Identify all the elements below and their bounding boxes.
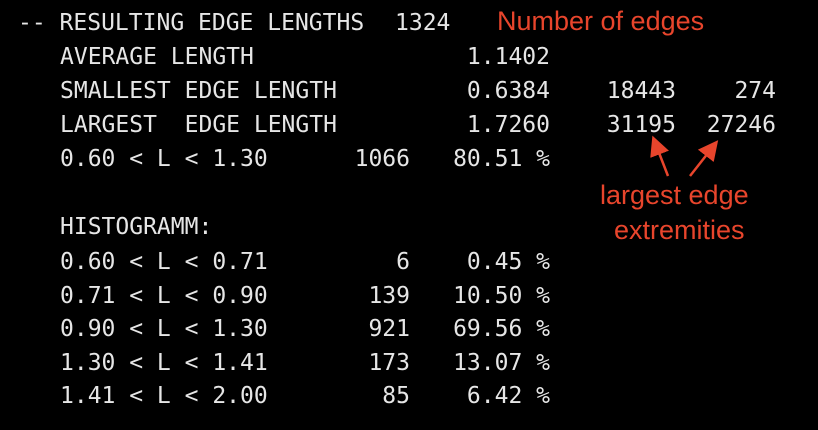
histogram-bin-percent: 13.07 % <box>453 350 550 376</box>
smallest-edge-node-b: 274 <box>734 78 776 104</box>
average-length-value: 1.1402 <box>466 44 550 70</box>
histogram-bin-label: 0.71 < L < 0.90 <box>60 283 268 309</box>
largest-edge-node-b: 27246 <box>706 112 776 138</box>
histogram-bin-percent: 10.50 % <box>453 283 550 309</box>
smallest-edge-node-a: 18443 <box>606 78 676 104</box>
edge-count: 1324 <box>395 10 451 36</box>
histogram-bin-count: 6 <box>396 249 410 275</box>
range-percent: 80.51 % <box>453 146 550 172</box>
largest-edge-node-a: 31195 <box>606 112 676 138</box>
histogram-bin-count: 85 <box>382 383 410 409</box>
smallest-edge-value: 0.6384 <box>466 78 550 104</box>
histogram-bin-label: 0.90 < L < 1.30 <box>60 316 268 342</box>
smallest-edge-label: SMALLEST EDGE LENGTH <box>60 78 337 104</box>
header-prefix: -- RESULTING EDGE LENGTHS <box>18 10 365 36</box>
extremities-annotation-line1: largest edge <box>600 180 749 210</box>
histogram-bin-count: 139 <box>368 283 410 309</box>
histogram-bin-percent: 69.56 % <box>453 316 550 342</box>
range-count: 1066 <box>354 146 410 172</box>
histogram-bin-percent: 0.45 % <box>466 249 550 275</box>
histogram-bin-percent: 6.42 % <box>466 383 550 409</box>
number-of-edges-annotation: Number of edges <box>497 6 705 36</box>
histogram-title: HISTOGRAMM: <box>60 214 213 240</box>
extremities-annotation-line2: extremities <box>614 215 745 245</box>
histogram-bin-count: 921 <box>368 316 410 342</box>
range-label: 0.60 < L < 1.30 <box>60 146 268 172</box>
histogram-bin-count: 173 <box>368 350 410 376</box>
average-length-label: AVERAGE LENGTH <box>60 44 254 70</box>
arrow-to-node-b <box>689 140 719 177</box>
largest-edge-value: 1.7260 <box>466 112 550 138</box>
largest-edge-label: LARGEST EDGE LENGTH <box>60 112 337 138</box>
histogram-bin-label: 1.41 < L < 2.00 <box>60 383 268 409</box>
histogram-bin-label: 1.30 < L < 1.41 <box>60 350 268 376</box>
arrow-to-node-a <box>650 135 670 177</box>
histogram-bin-label: 0.60 < L < 0.71 <box>60 249 268 275</box>
